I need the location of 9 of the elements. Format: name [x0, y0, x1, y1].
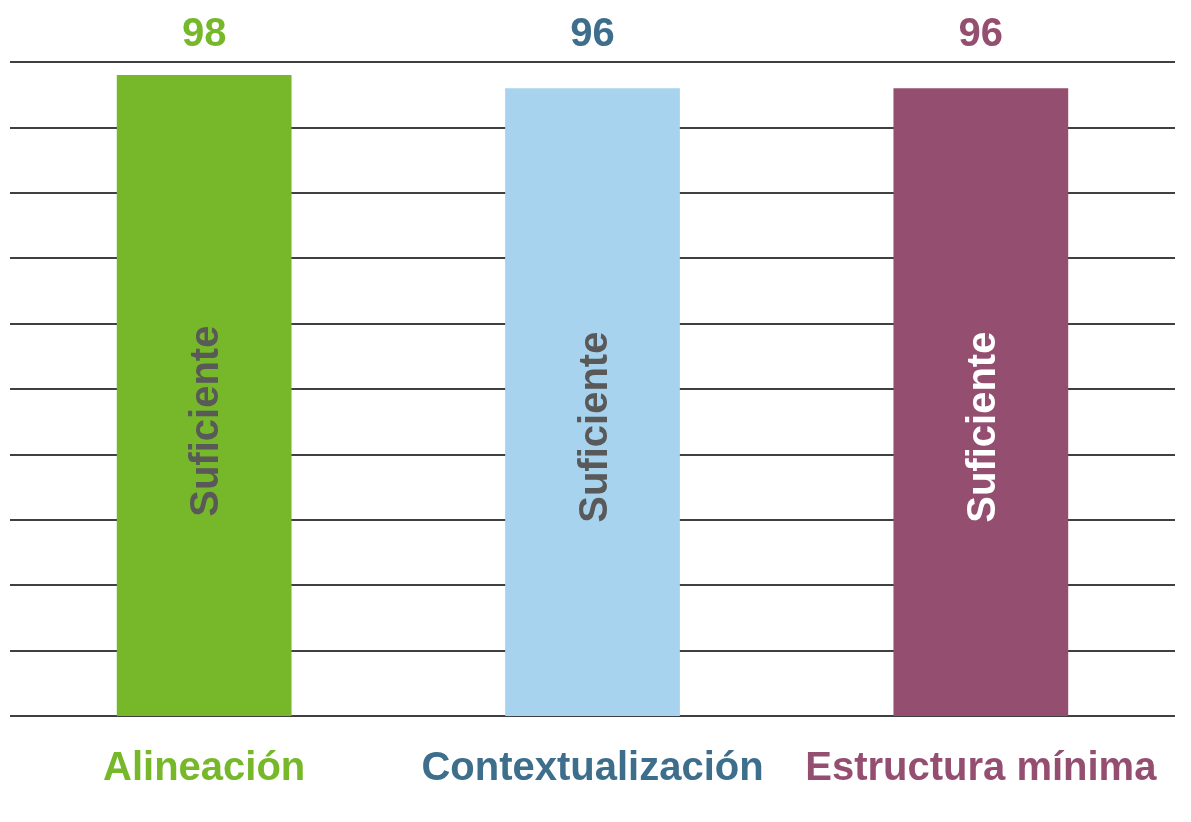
x-tick-label: Estructura mínima [805, 744, 1158, 788]
data-label: 96 [570, 10, 615, 54]
annotation: Suficiente [182, 325, 227, 517]
data-label: 96 [958, 10, 1004, 54]
x-tick-label: Contextualización [421, 744, 764, 788]
data-label: 98 [181, 10, 227, 54]
x-tick-label: Alineación [103, 744, 306, 788]
annotation: Suficiente [570, 331, 615, 523]
annotation: Suficiente [958, 331, 1003, 523]
